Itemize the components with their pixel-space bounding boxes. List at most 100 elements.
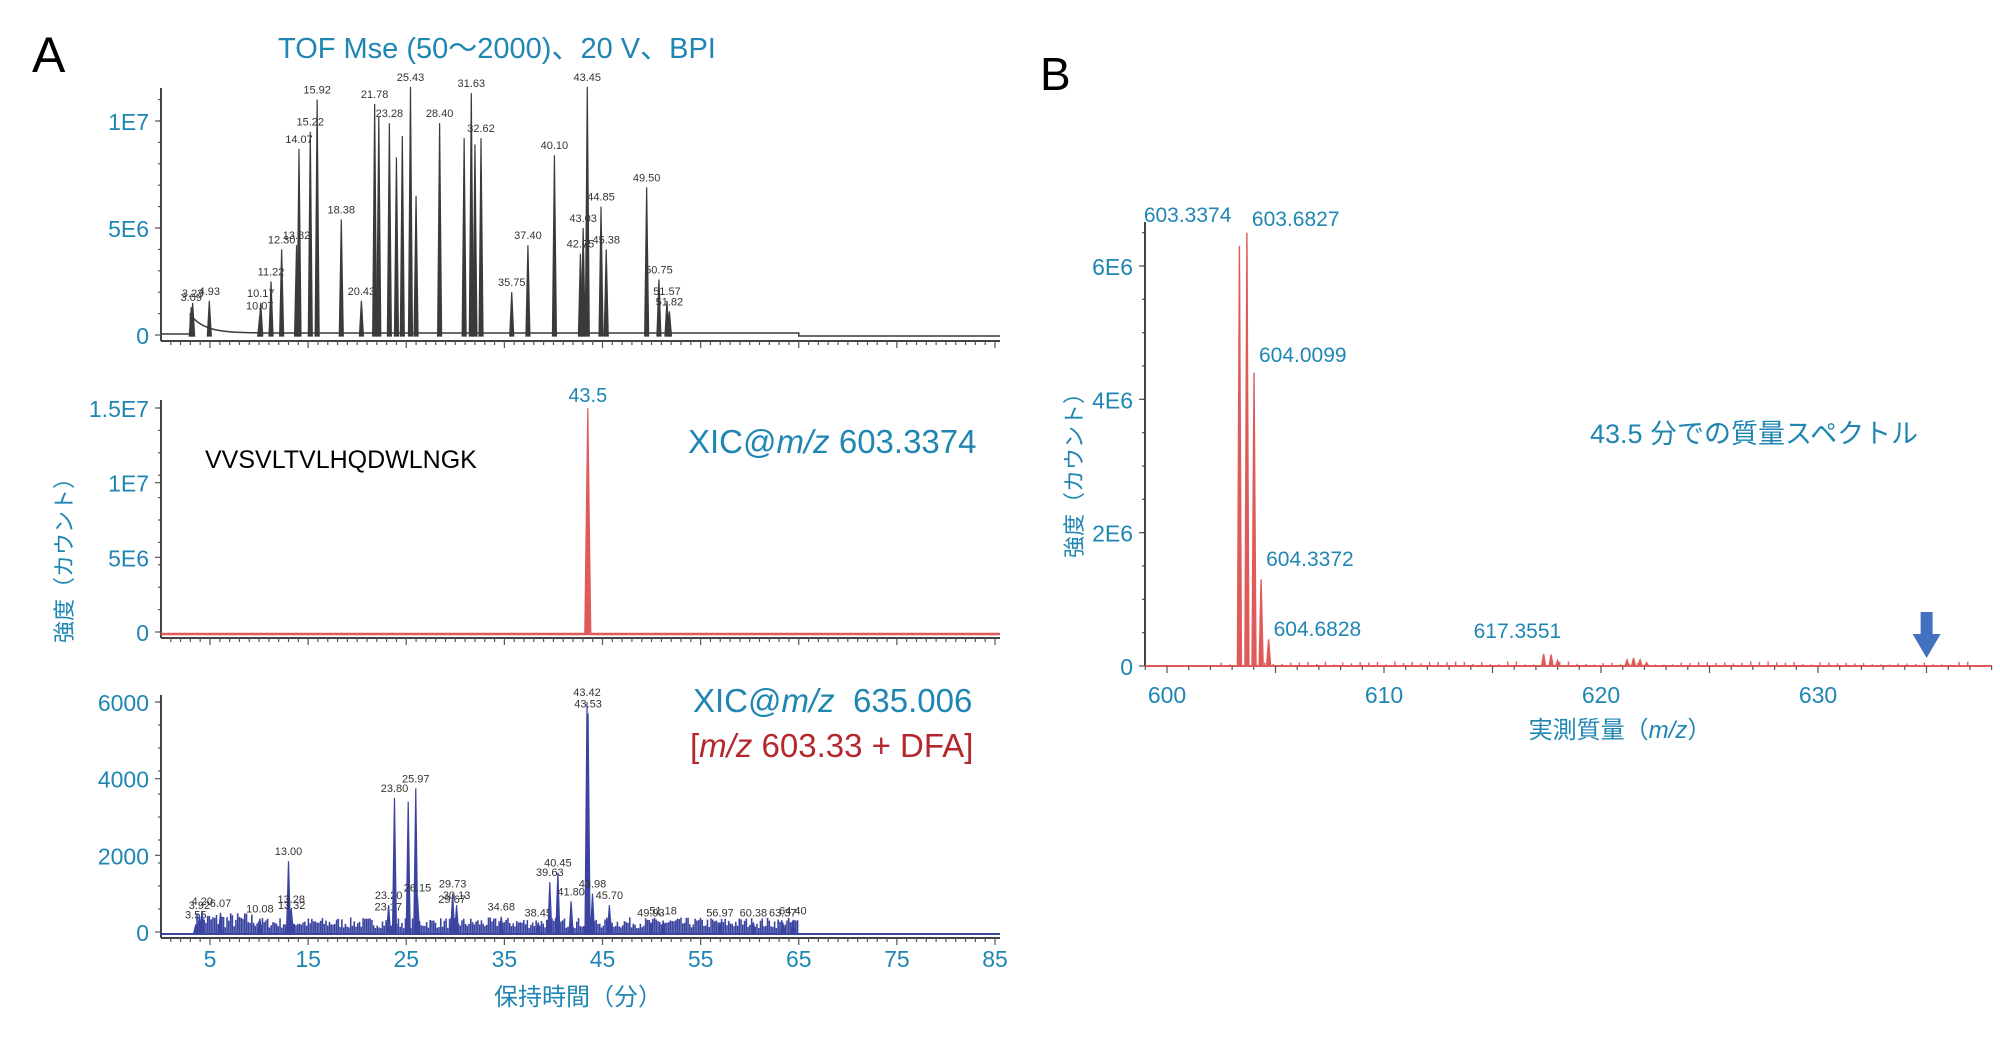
peak-label: 603.3374 (1144, 204, 1232, 227)
peak-mark (478, 138, 484, 337)
peak-label: 43.42 (573, 687, 601, 699)
xic-635-subtitle: [m/z 603.33 + DFA] (690, 727, 973, 764)
peak-mark (358, 300, 365, 337)
peak-label: 63.37 (769, 907, 797, 919)
peak-mark (217, 912, 224, 934)
peak-mark (580, 227, 586, 337)
peak-mark (414, 897, 421, 934)
peak-mark (660, 920, 666, 934)
baseline-trace (161, 312, 1000, 337)
xic-635-subtitle-mz: m/z (699, 727, 753, 764)
mz-axis-label: 実測質量（m/z） (1529, 717, 1712, 744)
peak-mark (189, 302, 196, 337)
xic-635-title-prefix: XIC@ (693, 682, 782, 719)
y-tick-label: 1E7 (108, 471, 149, 497)
xic-603-chromatogram: 0 5E6 1E7 1.5E7 43.5 (89, 385, 1000, 646)
x-tick-label: 620 (1582, 682, 1620, 708)
peak-label: 56.97 (706, 907, 734, 919)
panel-label-b: B (1040, 48, 1071, 100)
peak-label: 25.97 (402, 773, 430, 785)
peak-mark (1236, 245, 1243, 667)
peak-label: 21.78 (361, 89, 389, 101)
peak-label: 40.45 (544, 858, 572, 870)
peak-mark (393, 157, 400, 337)
peak-mark (288, 914, 295, 934)
x-tick-label: 25 (393, 946, 419, 972)
peak-mark (1540, 653, 1547, 667)
peak-mark (790, 920, 796, 934)
y-tick-label: 5E6 (108, 216, 149, 242)
peak-label: 51.57 (653, 286, 681, 298)
peak-label: 23.28 (376, 108, 404, 120)
y-tick-label: 4000 (98, 767, 149, 793)
peak-mark (206, 300, 212, 337)
y-tick-label: 2E6 (1092, 521, 1133, 547)
peak-label: 51.18 (649, 906, 677, 918)
x-tick-label: 55 (688, 946, 714, 972)
peak-label: 43.53 (574, 699, 602, 711)
peak-mark (453, 905, 460, 934)
peak-label: 603.6827 (1252, 208, 1340, 231)
peak-label: 15.92 (303, 85, 331, 97)
peak-label: 35.75 (498, 277, 526, 289)
peak-label: 617.3551 (1474, 620, 1562, 643)
peak-mark (338, 219, 344, 337)
panel-label-a: A (32, 27, 66, 83)
bpi-chart-title: TOF Mse (50～2000)、20 V、BPI (278, 33, 716, 65)
peak-mark (555, 872, 561, 934)
x-tick-label: 630 (1799, 682, 1837, 708)
peak-label: 10.17 (247, 288, 275, 300)
peak-label: 60.38 (740, 907, 768, 919)
peak-label: 15.22 (297, 117, 325, 129)
xic-635-subtitle-value: 603.33 + DFA] (752, 727, 973, 764)
x-tick-label: 600 (1148, 682, 1186, 708)
peak-label: 3.23 (182, 288, 203, 300)
peak-mark (385, 905, 392, 934)
peak-mark (717, 922, 723, 934)
peak-mark (780, 922, 786, 934)
x-tick-label: 15 (295, 946, 321, 972)
x-tick-label: 35 (492, 946, 518, 972)
peak-label: 43.45 (574, 72, 602, 84)
peak-label: 11.22 (258, 267, 285, 279)
peak-mark (666, 311, 673, 337)
mass-spectrum: 600 610 620 630 0 2E6 4E6 6E6 603.3374 603.6827 60… (1092, 204, 1993, 708)
peak-label: 49.93 (637, 907, 665, 919)
xic-603-title-value: 603.3374 (830, 423, 977, 460)
peak-mark (535, 922, 541, 934)
peak-label: 42.75 (567, 239, 595, 251)
peak-mark (405, 801, 411, 934)
peak-label: 23.80 (381, 783, 409, 795)
peak-mark (584, 86, 590, 337)
peak-mark (413, 195, 419, 337)
peak-label: 12.30 (268, 234, 296, 246)
peak-label: 25.43 (397, 72, 425, 84)
peak-label: 44.85 (587, 192, 615, 204)
x-tick-label: 75 (884, 946, 910, 972)
x-tick-label: 45 (590, 946, 616, 972)
peak-mark (568, 901, 574, 934)
peak-label: 13.32 (278, 900, 306, 912)
peak-mark (603, 249, 609, 337)
peak-mark (1258, 579, 1264, 667)
peak-label: 43.98 (579, 879, 607, 891)
y-tick-label: 5E6 (108, 545, 149, 571)
peak-label: 50.75 (645, 264, 673, 276)
mz-axis-label-prefix: 実測質量（ (1529, 717, 1649, 744)
peak-mark (750, 922, 757, 934)
down-arrow-icon (1912, 612, 1941, 658)
peak-mark (258, 302, 264, 337)
peak-label: 29.73 (439, 879, 467, 891)
peak-label: 28.40 (426, 108, 454, 120)
xic-635-title: XIC@m/z 635.006 (693, 682, 972, 719)
peak-mark (386, 123, 392, 337)
peak-mark (584, 407, 592, 634)
peak-mark (450, 893, 456, 934)
peak-label: 604.0099 (1259, 344, 1347, 367)
panel-b-y-axis-label: 強度（カウント） (1062, 382, 1087, 558)
peak-mark (498, 916, 504, 934)
peak-label: 41.80 (557, 886, 585, 898)
peak-mark (547, 882, 553, 934)
panel-a-y-axis-label: 強度（カウント） (52, 467, 77, 643)
